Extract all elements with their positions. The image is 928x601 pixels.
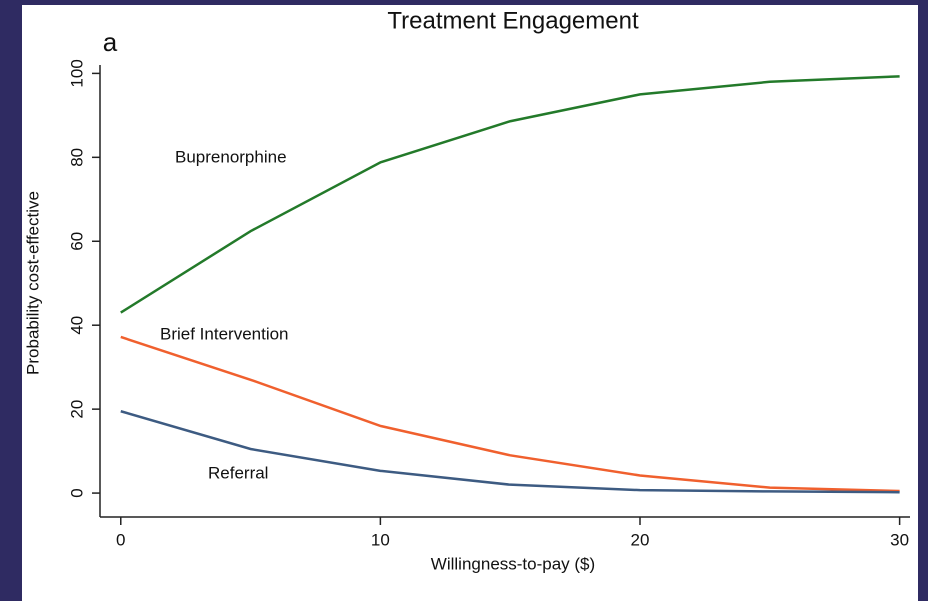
- y-axis-label: Probability cost-effective: [23, 191, 42, 375]
- series-label: Referral: [208, 463, 268, 482]
- series-label: Brief Intervention: [160, 324, 289, 343]
- y-tick-label: 60: [67, 232, 86, 251]
- x-tick-label: 0: [116, 530, 125, 549]
- plot-background: [22, 5, 918, 601]
- chart-title: Treatment Engagement: [387, 7, 639, 34]
- x-tick-label: 10: [371, 530, 390, 549]
- series-line: [120, 75, 900, 314]
- series-line: [120, 335, 900, 493]
- x-tick-label: 30: [890, 530, 909, 549]
- y-tick-label: 0: [67, 488, 86, 497]
- y-tick-label: 40: [67, 316, 86, 335]
- series-line: [120, 410, 900, 494]
- y-tick-label: 100: [67, 59, 86, 87]
- y-tick-label: 20: [67, 400, 86, 419]
- panel-label: a: [103, 27, 118, 57]
- x-axis-label: Willingness-to-pay ($): [431, 554, 595, 573]
- x-tick-label: 20: [631, 530, 650, 549]
- series-label: Buprenorphine: [175, 147, 287, 166]
- y-tick-label: 80: [67, 148, 86, 167]
